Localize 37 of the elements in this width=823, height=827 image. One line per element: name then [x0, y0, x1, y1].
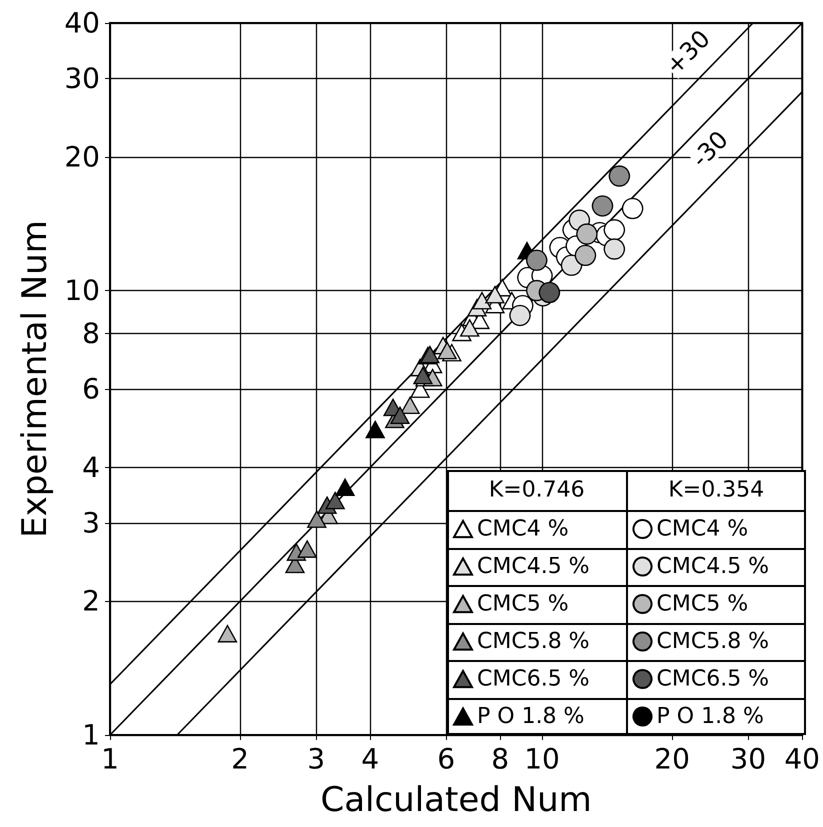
y-tick-label: 30	[64, 62, 100, 96]
legend-label: CMC5 %	[656, 592, 748, 616]
legend-label: CMC4 %	[477, 516, 569, 542]
y-tick-label: 4	[82, 450, 100, 484]
annotation: K=0.354	[668, 478, 764, 502]
y-tick-label: 10	[64, 274, 100, 308]
legend-label: P O 1.8 %	[477, 704, 584, 729]
legend-label: CMC5.8 %	[477, 629, 590, 654]
legend-label: CMC6.5 %	[656, 666, 770, 692]
x-tick-label: 2	[231, 742, 249, 776]
annotation: +30	[660, 24, 716, 80]
legend-label: P O 1.8 %	[656, 704, 764, 729]
y-tick-label: 40	[64, 6, 100, 40]
x-tick-label: 20	[654, 742, 690, 776]
y-tick-label: 20	[64, 140, 100, 174]
legend-label: CMC6.5 %	[477, 666, 590, 692]
legend-label: CMC4.5 %	[477, 554, 590, 579]
legend-label: CMC4.5 %	[656, 554, 770, 579]
x-tick-label: 8	[491, 742, 510, 776]
x-tick-label: 30	[730, 742, 766, 776]
annotation: K=0.746	[488, 478, 585, 502]
x-axis-title: Calculated Num	[320, 780, 592, 820]
x-tick-label: 3	[307, 742, 326, 776]
x-tick-label: 6	[437, 742, 456, 776]
legend-label: CMC4 %	[656, 516, 748, 542]
y-tick-label: 3	[82, 506, 100, 540]
y-axis-title: Experimental Num	[15, 220, 55, 538]
y-tick-label: 6	[82, 372, 100, 406]
y-tick-label: 8	[82, 317, 100, 350]
legend-label: CMC5.8 %	[656, 629, 770, 654]
y-tick-label: 1	[82, 718, 100, 752]
y-tick-label: 2	[82, 584, 100, 618]
x-tick-label: 10	[524, 742, 560, 776]
annotation: -30	[686, 125, 734, 173]
x-tick-label: 4	[361, 742, 380, 776]
legend-label: CMC5 %	[477, 592, 569, 616]
x-tick-label: 40	[784, 742, 820, 776]
